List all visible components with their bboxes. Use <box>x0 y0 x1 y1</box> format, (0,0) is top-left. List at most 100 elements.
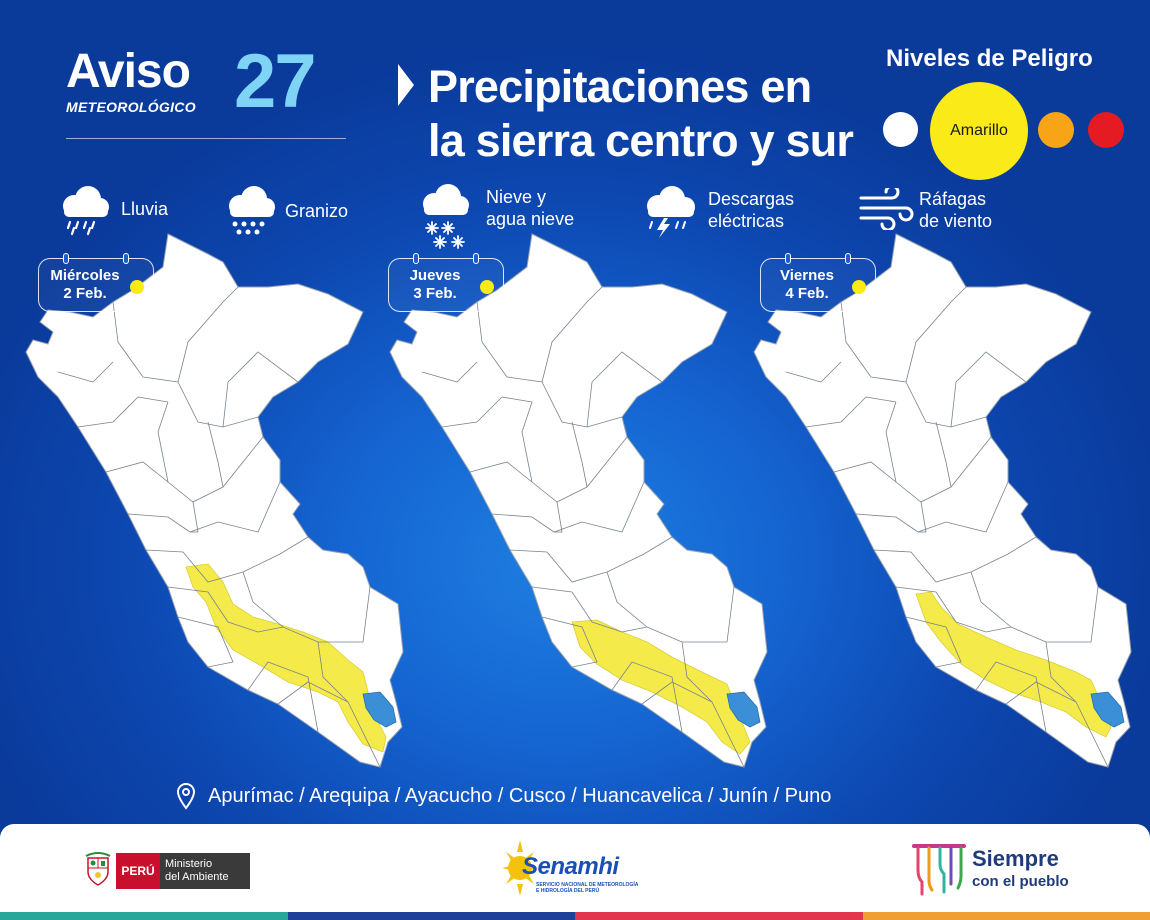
department-border <box>870 376 987 428</box>
department-border <box>641 681 745 768</box>
department-border <box>611 661 683 733</box>
department-border <box>975 661 1047 733</box>
calendar-ring-icon <box>473 253 479 264</box>
peru-country-shape <box>753 233 1132 768</box>
department-border <box>207 421 224 488</box>
calendar-ring-icon <box>785 253 791 264</box>
storm-cloud-icon <box>647 186 695 238</box>
level-yellow-badge: Amarillo <box>930 82 1028 180</box>
siempre-logo-text-line-2: con el pueblo <box>972 873 1069 890</box>
senamhi-subtitle-line-2: E HIDROLOGÍA DEL PERÚ <box>536 888 600 894</box>
peru-country-shape <box>389 233 768 768</box>
hazard-storm-label: Descargas eléctricas <box>708 188 794 232</box>
department-border <box>895 586 1099 643</box>
date-pill-friday: Viernes 4 Feb. <box>760 253 876 312</box>
department-border <box>242 571 284 628</box>
department-border <box>885 401 897 483</box>
date-pill-text: Jueves 3 Feb. <box>389 267 481 303</box>
department-border <box>491 481 645 533</box>
date-pill-text: Viernes 4 Feb. <box>761 267 853 303</box>
lake-titicaca <box>1090 691 1125 728</box>
department-border <box>606 571 648 628</box>
department-border <box>1005 681 1109 768</box>
ministerio-line-2: del Ambiente <box>165 871 229 883</box>
lake-titicaca <box>362 691 397 728</box>
senamhi-subtitle-line-1: SERVICIO NACIONAL DE METEOROLOGÍA <box>536 882 639 888</box>
aviso-number: 27 <box>234 39 317 124</box>
hazard-storm-label-line-2: eléctricas <box>708 211 785 231</box>
department-border <box>905 616 962 668</box>
title-line-1: Precipitaciones en <box>428 61 812 112</box>
header-divider <box>66 138 346 139</box>
regions-list: Apurímac / Arequipa / Ayacucho / Cusco /… <box>208 784 832 807</box>
date-pill-thursday: Jueves 3 Feb. <box>388 253 504 312</box>
ministerio-badge: Ministerio del Ambiente <box>160 853 250 889</box>
hazard-hail-label: Granizo <box>285 201 349 221</box>
senamhi-subtitle: SERVICIO NACIONAL DE METEOROLOGÍA E HIDR… <box>536 882 666 894</box>
location-pin-icon <box>176 782 196 810</box>
department-border <box>112 301 144 378</box>
department-border <box>127 481 281 533</box>
department-border <box>476 301 508 378</box>
stripe-red <box>575 912 863 920</box>
level-dot-friday <box>852 280 866 294</box>
calendar-ring-icon <box>123 253 129 264</box>
department-border <box>681 641 713 703</box>
department-border <box>247 661 319 733</box>
rain-cloud-icon <box>63 186 109 236</box>
day-name: Miércoles <box>50 267 120 284</box>
lake-titicaca <box>726 691 761 728</box>
department-border <box>935 421 952 488</box>
department-border <box>554 501 563 533</box>
department-border <box>177 616 234 668</box>
level-orange-dot <box>1038 112 1074 148</box>
title-line-2: la sierra centro y sur <box>428 115 854 166</box>
snow-cloud-icon <box>423 184 469 249</box>
department-border <box>317 641 349 703</box>
department-border <box>541 616 598 668</box>
department-border <box>1045 641 1077 703</box>
hazard-snow-label: Nieve y agua nieve <box>486 186 574 230</box>
date-pill-text: Miércoles 2 Feb. <box>39 267 131 303</box>
hazard-rain-label: Lluvia <box>121 199 169 219</box>
day-date: 4 Feb. <box>785 285 829 302</box>
department-border <box>145 536 309 583</box>
calendar-ring-icon <box>413 253 419 264</box>
department-border <box>873 536 1037 583</box>
department-border <box>277 681 381 768</box>
senamhi-logo-text: Senamhi <box>522 853 619 880</box>
level-dot-wednesday <box>130 280 144 294</box>
siempre-logo-text-line-1: Siempre <box>972 846 1059 871</box>
department-border <box>157 401 169 483</box>
department-border <box>105 436 264 503</box>
warning-zone-yellow <box>185 563 387 753</box>
peru-coat-of-arms-icon <box>85 852 111 886</box>
department-border <box>833 436 992 503</box>
department-border <box>840 301 872 378</box>
page-title: Precipitaciones en la sierra centro y su… <box>428 60 878 168</box>
level-white-dot <box>883 112 918 147</box>
department-border <box>190 501 199 533</box>
map-friday <box>753 233 1132 768</box>
calendar-ring-icon <box>845 253 851 264</box>
department-border <box>805 396 897 428</box>
hazard-snow-label-line-1: Nieve y <box>486 187 547 207</box>
department-border <box>531 586 735 643</box>
aviso-word: Aviso <box>66 45 191 98</box>
warning-zone-yellow <box>915 591 1112 738</box>
day-date: 2 Feb. <box>63 285 107 302</box>
department-border <box>950 351 1027 428</box>
department-border <box>586 351 663 428</box>
department-border <box>571 421 588 488</box>
department-border <box>521 401 533 483</box>
department-border <box>77 396 169 428</box>
affected-regions: Apurímac / Arequipa / Ayacucho / Cusco /… <box>176 776 831 816</box>
date-pill-wednesday: Miércoles 2 Feb. <box>38 253 154 312</box>
hazard-wind-label-line-2: de viento <box>919 211 993 231</box>
department-border <box>918 501 927 533</box>
department-border <box>222 351 299 428</box>
department-border <box>509 536 673 583</box>
department-border <box>421 361 478 383</box>
day-name: Viernes <box>780 267 834 284</box>
